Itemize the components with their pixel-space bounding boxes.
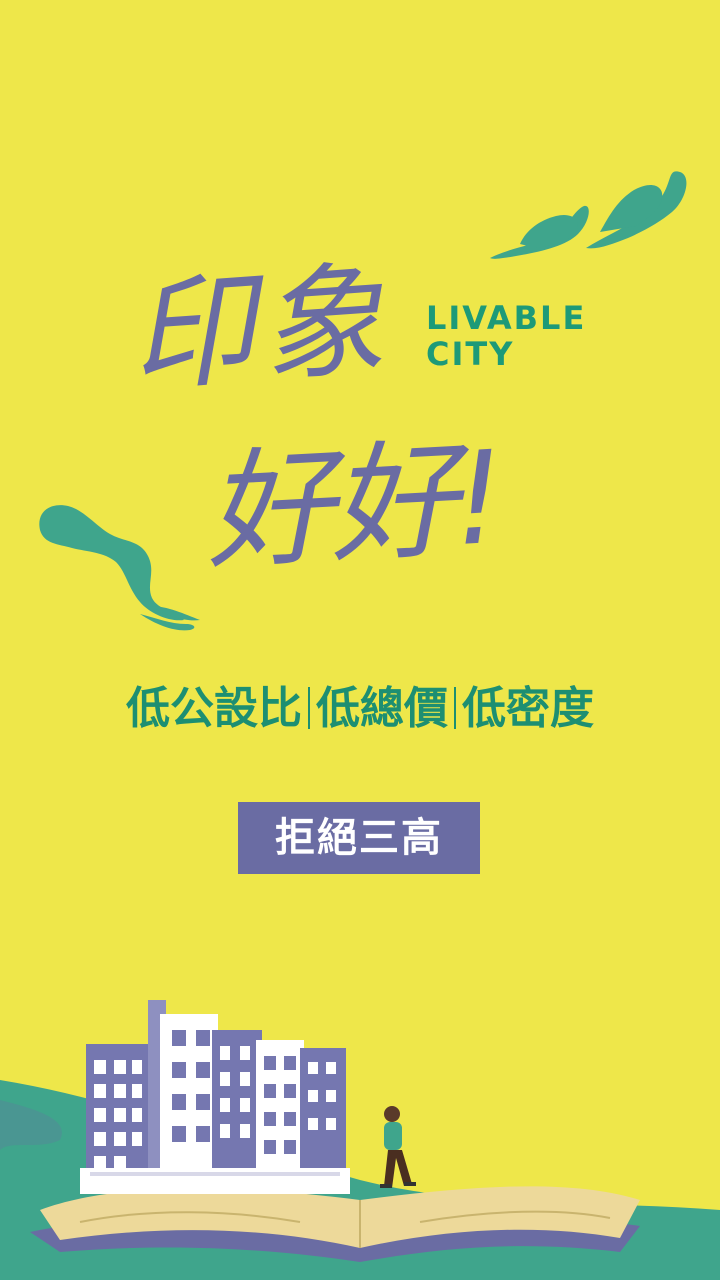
calligraphy-line-2: 好好! <box>202 424 505 588</box>
separator <box>308 687 310 729</box>
tagline-item-1: 低公設比 <box>126 683 302 734</box>
open-book-icon <box>40 1186 640 1248</box>
person-walking-icon <box>380 1106 416 1188</box>
tagline-item-3: 低密度 <box>462 683 594 734</box>
separator <box>454 687 456 729</box>
livable-city-title: LIVABLE CITY <box>426 300 586 372</box>
buildings-icon <box>80 1000 350 1194</box>
tagline-item-2: 低總價 <box>316 683 448 734</box>
title-city: CITY <box>426 335 515 373</box>
city-book-illustration <box>0 1000 720 1280</box>
leaf-decoration-icon <box>39 171 687 631</box>
calligraphy-line-1: 印象 <box>125 248 394 410</box>
reject-three-highs-badge: 拒絕三高 <box>238 802 480 874</box>
title-livable: LIVABLE <box>426 299 587 337</box>
tagline: 低公設比 低總價 低密度 <box>0 672 720 736</box>
title-calligraphy: 印象 好好! <box>125 248 505 588</box>
